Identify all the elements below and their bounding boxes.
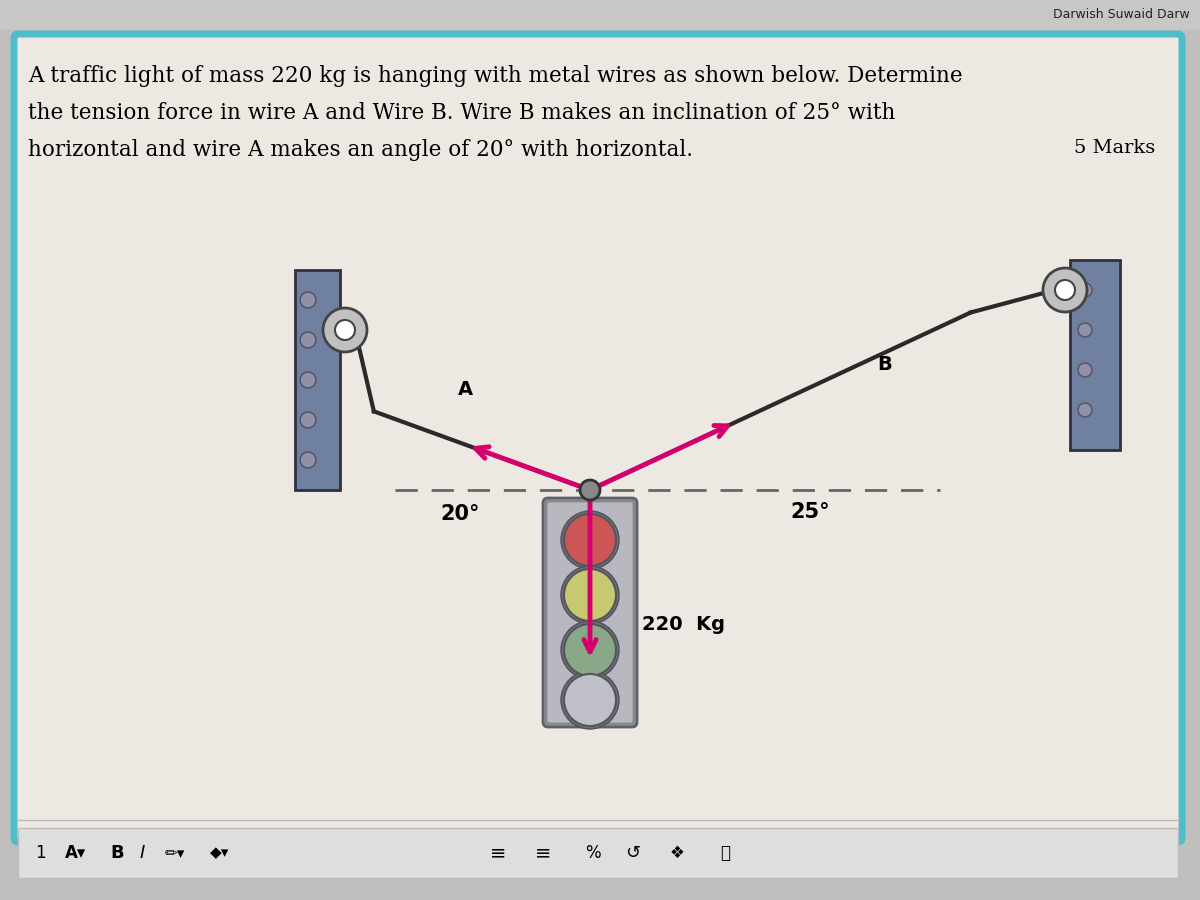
Text: 1: 1: [35, 844, 46, 862]
Text: horizontal and wire A makes an angle of 20° with horizontal.: horizontal and wire A makes an angle of …: [28, 139, 694, 161]
FancyBboxPatch shape: [542, 498, 637, 727]
Circle shape: [1055, 280, 1075, 300]
Text: A▾: A▾: [65, 844, 86, 862]
Text: A traffic light of mass 220 kg is hanging with metal wires as shown below. Deter: A traffic light of mass 220 kg is hangin…: [28, 65, 962, 87]
Text: Darwish Suwaid Darw: Darwish Suwaid Darw: [1054, 8, 1190, 22]
Circle shape: [564, 569, 616, 621]
Circle shape: [300, 452, 316, 468]
Text: 220  Kg: 220 Kg: [642, 615, 725, 634]
Bar: [1070, 260, 1120, 450]
Circle shape: [580, 480, 600, 500]
Bar: [18, 828, 1178, 878]
Text: B: B: [110, 844, 124, 862]
Circle shape: [562, 566, 619, 624]
FancyBboxPatch shape: [546, 501, 634, 724]
Text: ◆▾: ◆▾: [210, 845, 229, 860]
Circle shape: [300, 412, 316, 428]
Text: ≡: ≡: [535, 843, 551, 862]
Circle shape: [1078, 323, 1092, 337]
Text: 25°: 25°: [790, 502, 830, 522]
Circle shape: [564, 674, 616, 726]
Circle shape: [564, 514, 616, 566]
Circle shape: [562, 621, 619, 679]
Text: the tension force in wire A and Wire B. Wire B makes an inclination of 25° with: the tension force in wire A and Wire B. …: [28, 102, 895, 124]
Bar: [295, 270, 340, 490]
Circle shape: [1043, 268, 1087, 312]
Circle shape: [1078, 363, 1092, 377]
Text: ≡: ≡: [490, 843, 506, 862]
Text: I: I: [140, 844, 145, 862]
Text: ✏▾: ✏▾: [166, 845, 185, 860]
Text: 20°: 20°: [440, 504, 480, 524]
Circle shape: [300, 332, 316, 348]
Circle shape: [564, 624, 616, 676]
Text: A: A: [457, 380, 473, 399]
Circle shape: [323, 308, 367, 352]
Text: ↺: ↺: [625, 844, 640, 862]
Text: ❖: ❖: [670, 844, 685, 862]
Circle shape: [335, 320, 355, 340]
Text: ⎙: ⎙: [720, 844, 730, 862]
Text: %: %: [586, 844, 601, 862]
Circle shape: [562, 671, 619, 729]
Circle shape: [1078, 403, 1092, 417]
Circle shape: [300, 292, 316, 308]
FancyBboxPatch shape: [14, 34, 1182, 842]
Circle shape: [1078, 283, 1092, 297]
Circle shape: [562, 511, 619, 569]
Text: B: B: [877, 355, 893, 374]
Circle shape: [300, 372, 316, 388]
Text: 5 Marks: 5 Marks: [1074, 139, 1154, 157]
Bar: [0, 0, 1200, 30]
